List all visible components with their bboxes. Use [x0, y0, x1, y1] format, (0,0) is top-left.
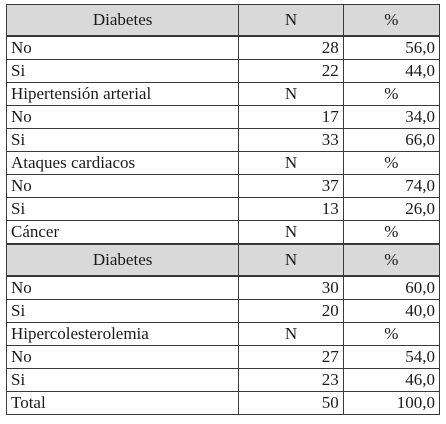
row-label: No [5, 174, 240, 198]
table-row: No 37 74,0 [5, 174, 441, 198]
row-count: 17 [238, 105, 344, 129]
n-column-header: N [238, 243, 344, 277]
subsection-header-row: Hipertensión arterial N % [5, 82, 441, 106]
table-row: No 30 60,0 [5, 275, 441, 300]
table-body: Diabetes N % No 28 56,0 Si 22 44,0 Hiper… [5, 4, 441, 415]
subsection-title: Hipertensión arterial [5, 82, 240, 106]
row-label: Si [5, 299, 240, 323]
row-percent: 44,0 [342, 59, 441, 83]
subsection-title: Cáncer [5, 220, 240, 245]
row-label: Si [5, 368, 240, 392]
section-header-row: Diabetes N % [5, 243, 441, 277]
row-label: No [5, 105, 240, 129]
row-count: 20 [238, 299, 344, 323]
risk-factor-table: Diabetes N % No 28 56,0 Si 22 44,0 Hiper… [5, 4, 441, 415]
section-title: Diabetes [5, 243, 240, 277]
row-percent: 26,0 [342, 197, 441, 221]
row-percent: 34,0 [342, 105, 441, 129]
row-label: Si [5, 128, 240, 152]
n-column-header: N [238, 220, 344, 245]
table-row: No 27 54,0 [5, 345, 441, 369]
subsection-title: Ataques cardiacos [5, 151, 240, 175]
row-percent: 56,0 [342, 35, 441, 60]
row-count: 22 [238, 59, 344, 83]
subsection-header-row: Hipercolesterolemia N % [5, 322, 441, 346]
row-percent: 46,0 [342, 368, 441, 392]
row-label: No [5, 275, 240, 300]
row-percent: 60,0 [342, 275, 441, 300]
table-row: Si 22 44,0 [5, 59, 441, 83]
table-row: Si 33 66,0 [5, 128, 441, 152]
table-row: No 28 56,0 [5, 35, 441, 60]
table-row: Si 20 40,0 [5, 299, 441, 323]
total-percent: 100,0 [342, 391, 441, 415]
row-count: 28 [238, 35, 344, 60]
section-header-row: Diabetes N % [5, 4, 441, 37]
row-count: 33 [238, 128, 344, 152]
row-label: Si [5, 197, 240, 221]
percent-column-header: % [342, 243, 441, 277]
row-percent: 74,0 [342, 174, 441, 198]
table-row: No 17 34,0 [5, 105, 441, 129]
n-column-header: N [238, 4, 344, 37]
row-percent: 54,0 [342, 345, 441, 369]
row-percent: 66,0 [342, 128, 441, 152]
percent-column-header: % [342, 322, 441, 346]
table-row: Si 13 26,0 [5, 197, 441, 221]
row-count: 27 [238, 345, 344, 369]
total-count: 50 [238, 391, 344, 415]
row-count: 23 [238, 368, 344, 392]
subsection-header-row: Ataques cardiacos N % [5, 151, 441, 175]
n-column-header: N [238, 322, 344, 346]
total-label: Total [5, 391, 240, 415]
percent-column-header: % [342, 151, 441, 175]
row-count: 30 [238, 275, 344, 300]
section-title: Diabetes [5, 4, 240, 37]
subsection-header-row: Cáncer N % [5, 220, 441, 245]
row-count: 37 [238, 174, 344, 198]
subsection-title: Hipercolesterolemia [5, 322, 240, 346]
row-percent: 40,0 [342, 299, 441, 323]
percent-column-header: % [342, 4, 441, 37]
percent-column-header: % [342, 220, 441, 245]
n-column-header: N [238, 151, 344, 175]
table-row: Si 23 46,0 [5, 368, 441, 392]
total-row: Total 50 100,0 [5, 391, 441, 415]
row-label: No [5, 35, 240, 60]
row-label: Si [5, 59, 240, 83]
row-label: No [5, 345, 240, 369]
n-column-header: N [238, 82, 344, 106]
row-count: 13 [238, 197, 344, 221]
percent-column-header: % [342, 82, 441, 106]
